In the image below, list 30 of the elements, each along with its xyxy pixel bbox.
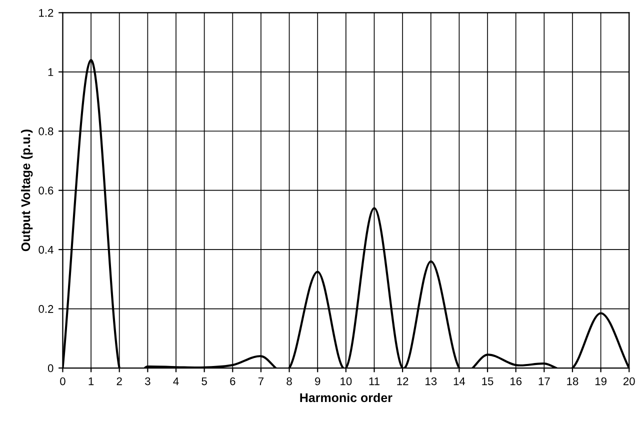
x-tick-label: 14 [454, 377, 466, 386]
x-tick-label: 18 [567, 377, 578, 386]
x-tick-label: 4 [173, 377, 179, 386]
y-tick-label: 0.4 [38, 246, 54, 254]
x-tick-label: 0 [60, 377, 66, 386]
x-tick-label: 6 [230, 377, 236, 386]
y-tick-label: 0 [48, 364, 54, 372]
x-tick-label: 11 [369, 377, 380, 386]
y-tick-label: 0.6 [38, 186, 54, 194]
x-tick-label: 9 [315, 377, 320, 386]
x-tick-label: 13 [426, 377, 437, 386]
x-tick-label: 17 [538, 377, 550, 386]
x-tick-label: 7 [258, 377, 264, 386]
y-tick-label: 1.2 [39, 8, 54, 17]
y-tick-label: 0.8 [38, 127, 54, 136]
x-axis-title: Harmonic order [300, 392, 392, 402]
y-tick-label: 1 [48, 68, 54, 76]
y-axis-title: Output Voltage (p.u.) [20, 130, 33, 252]
y-tick-label: 0.2 [38, 305, 54, 313]
x-tick-label: 2 [116, 377, 122, 386]
x-tick-label: 1 [88, 377, 94, 386]
x-tick-label: 12 [397, 377, 408, 386]
x-tick-label: 10 [340, 377, 352, 386]
x-tick-label: 19 [595, 377, 606, 386]
x-tick-label: 20 [624, 377, 635, 386]
x-tick-label: 8 [286, 377, 292, 386]
x-tick-label: 5 [202, 377, 207, 386]
x-tick-label: 15 [482, 377, 494, 386]
x-tick-label: 3 [145, 377, 150, 386]
x-tick-label: 16 [510, 377, 522, 386]
